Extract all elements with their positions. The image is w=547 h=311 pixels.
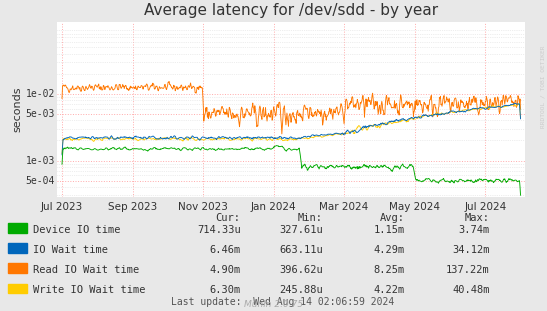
Text: 1.15m: 1.15m (374, 225, 405, 235)
Text: 1e-02: 1e-02 (26, 89, 55, 99)
Text: 3.74m: 3.74m (458, 225, 490, 235)
Text: 1e-03: 1e-03 (26, 156, 55, 165)
Bar (8, 284, 27, 293)
Text: 40.48m: 40.48m (452, 285, 490, 295)
Bar (8, 243, 27, 253)
Text: Read IO Wait time: Read IO Wait time (33, 265, 139, 275)
Text: 4.29m: 4.29m (374, 245, 405, 255)
Text: 5e-03: 5e-03 (26, 109, 55, 119)
Text: 6.46m: 6.46m (210, 245, 241, 255)
Text: 714.33u: 714.33u (197, 225, 241, 235)
Text: Write IO Wait time: Write IO Wait time (33, 285, 146, 295)
Text: seconds: seconds (13, 87, 22, 132)
Text: Last update:  Wed Aug 14 02:06:59 2024: Last update: Wed Aug 14 02:06:59 2024 (171, 297, 394, 307)
Text: 245.88u: 245.88u (279, 285, 323, 295)
Text: 327.61u: 327.61u (279, 225, 323, 235)
Text: Min:: Min: (298, 213, 323, 223)
Text: 8.25m: 8.25m (374, 265, 405, 275)
Title: Average latency for /dev/sdd - by year: Average latency for /dev/sdd - by year (144, 3, 438, 18)
Bar (8, 263, 27, 273)
Text: 137.22m: 137.22m (446, 265, 490, 275)
Text: 34.12m: 34.12m (452, 245, 490, 255)
Text: 4.90m: 4.90m (210, 265, 241, 275)
Text: 663.11u: 663.11u (279, 245, 323, 255)
Text: 4.22m: 4.22m (374, 285, 405, 295)
Text: IO Wait time: IO Wait time (33, 245, 108, 255)
Text: Munin 2.0.75: Munin 2.0.75 (244, 300, 303, 309)
Text: 6.30m: 6.30m (210, 285, 241, 295)
Text: Max:: Max: (464, 213, 490, 223)
Text: 396.62u: 396.62u (279, 265, 323, 275)
Text: Avg:: Avg: (380, 213, 405, 223)
Text: Cur:: Cur: (216, 213, 241, 223)
Text: 5e-04: 5e-04 (26, 176, 55, 186)
Bar (8, 223, 27, 233)
Text: Device IO time: Device IO time (33, 225, 120, 235)
Text: RRDTOOL / TOBI OETIKER: RRDTOOL / TOBI OETIKER (541, 46, 546, 128)
